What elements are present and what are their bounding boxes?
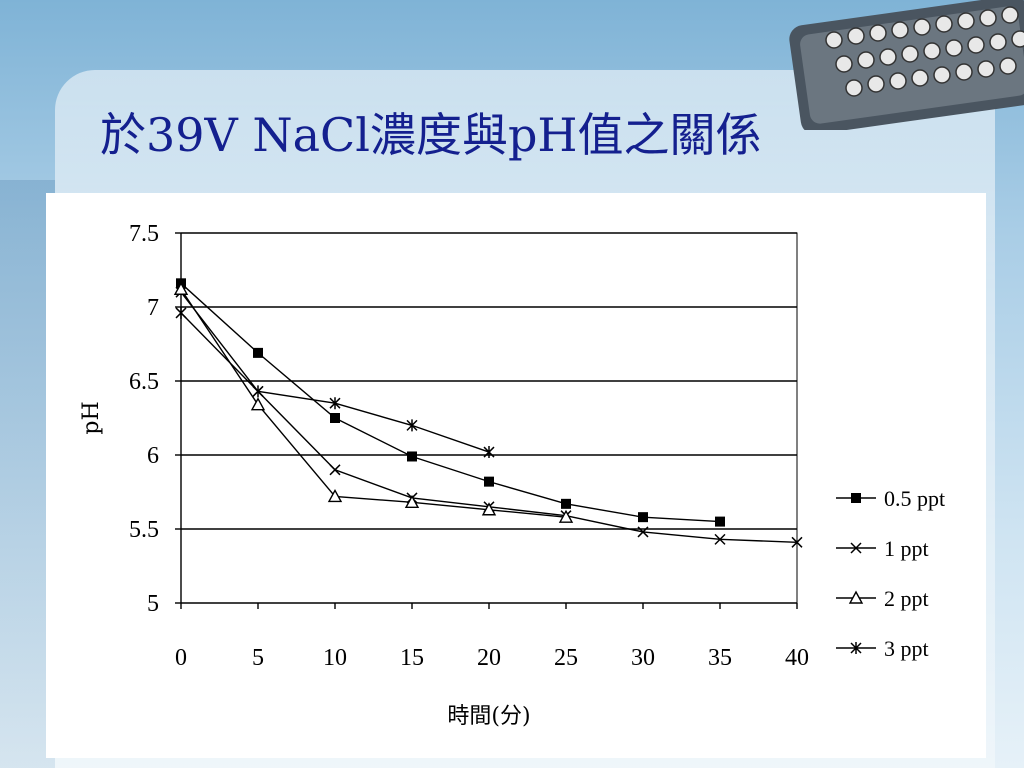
legend-label-2: 1 ppt (884, 536, 929, 561)
line-chart: 7.5 7 6.5 6 5.5 5 0 5 10 15 20 25 30 35 40 pH 時間(分) 0.5 p… (79, 221, 945, 729)
legend-label-1: 0.5 ppt (884, 486, 945, 511)
legend-marker-4 (850, 642, 862, 654)
x-tick-label-35: 35 (708, 645, 732, 671)
data-point-s1-5 (561, 498, 571, 509)
data-point-s2-2 (329, 464, 341, 476)
data-point-s1-3 (407, 451, 417, 462)
data-point-s4-0 (175, 306, 187, 319)
data-point-s4-3 (406, 419, 418, 432)
y-tick-label-6.5: 6.5 (129, 369, 159, 395)
data-point-s4-4 (483, 446, 495, 459)
data-point-s3-3 (404, 494, 420, 509)
y-tick-label-5.5: 5.5 (129, 517, 159, 543)
data-point-s1-2 (330, 413, 340, 423)
data-point-s1-7 (715, 516, 725, 527)
data-point-s3-4 (481, 502, 497, 516)
legend-marker-3 (848, 590, 864, 604)
series-line-4 (180, 312, 490, 453)
y-axis-label: pH (79, 401, 104, 434)
data-point-s1-4 (484, 476, 494, 487)
x-tick-label-5: 5 (252, 645, 264, 671)
y-tick-label-7: 7 (147, 295, 159, 321)
x-tick-label-25: 25 (554, 645, 578, 671)
y-tick-label-7.5: 7.5 (129, 221, 159, 247)
series-line-3 (180, 288, 567, 518)
chart-container: 7.5 7 6.5 6 5.5 5 0 5 10 15 20 25 30 35 40 pH 時間(分) 0.5 p… (46, 193, 986, 758)
data-point-s1-6 (638, 512, 648, 523)
x-tick-label-10: 10 (323, 645, 347, 671)
y-tick-label-6: 6 (147, 443, 159, 469)
x-tick-label-0: 0 (175, 645, 187, 671)
data-point-s3-0 (173, 281, 189, 295)
data-point-s3-1 (250, 397, 266, 411)
legend-marker-2 (850, 542, 862, 554)
slide-title: 於39V NaCl濃度與pH值之關係 (100, 108, 762, 162)
legend-label-3: 2 ppt (884, 586, 929, 611)
y-tick-label-5: 5 (147, 591, 159, 617)
data-point-s4-1 (252, 385, 264, 398)
data-point-s2-6 (637, 526, 649, 538)
data-point-s2-7 (714, 533, 726, 545)
x-axis-label: 時間(分) (447, 704, 530, 729)
data-point-s3-5 (558, 509, 574, 523)
x-tick-label-20: 20 (477, 645, 501, 671)
data-point-s2-8 (791, 536, 803, 548)
data-point-s1-1 (253, 347, 263, 358)
x-tick-label-30: 30 (631, 645, 655, 671)
x-tick-label-15: 15 (400, 645, 424, 671)
background-decoration (0, 180, 55, 768)
x-tick-label-40: 40 (785, 645, 809, 671)
legend-marker-1 (851, 493, 861, 503)
typewriter-image (789, 0, 1024, 130)
series-line-1 (180, 282, 721, 523)
plot-area-border (180, 232, 798, 604)
data-point-s3-2 (327, 488, 343, 503)
data-point-s4-2 (329, 397, 341, 410)
legend-label-4: 3 ppt (884, 636, 929, 661)
